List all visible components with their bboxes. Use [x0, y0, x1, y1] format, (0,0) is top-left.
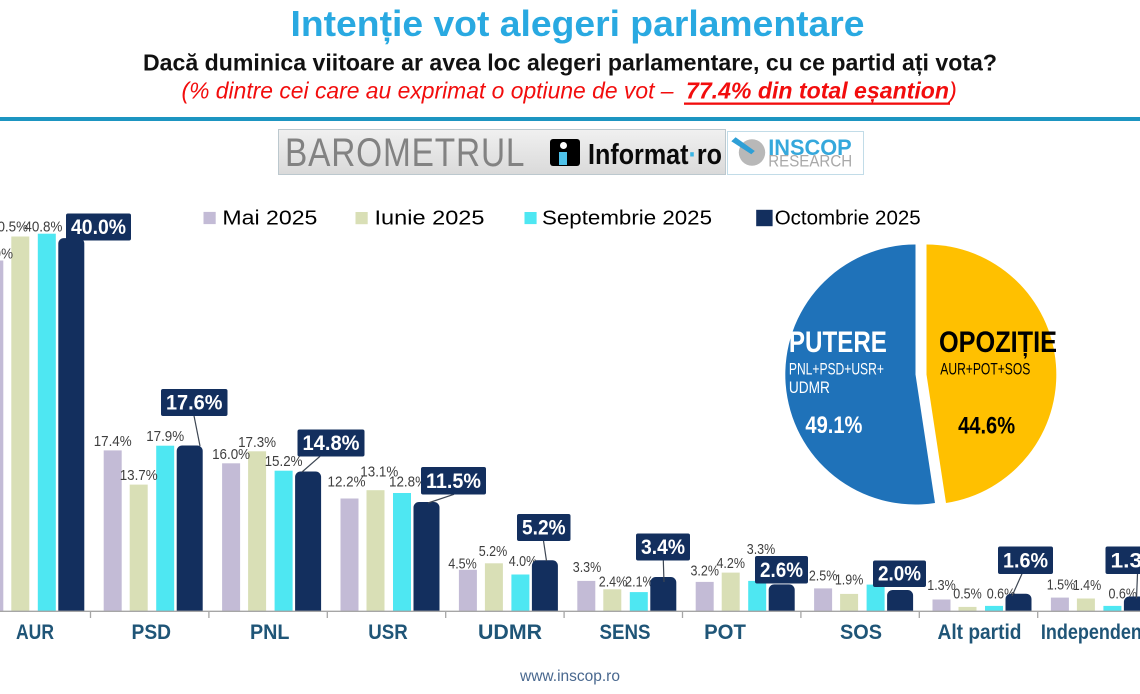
svg-text:Septembrie 2025: Septembrie 2025 [542, 207, 712, 230]
svg-text:PNL: PNL [250, 621, 290, 644]
svg-text:): ) [946, 78, 957, 104]
svg-text:PUTERE: PUTERE [789, 326, 887, 359]
svg-text:17.9%: 17.9% [146, 428, 184, 445]
svg-text:13.1%: 13.1% [360, 464, 398, 481]
svg-text:2.6%: 2.6% [760, 559, 803, 582]
svg-text:3.3%: 3.3% [747, 541, 776, 558]
svg-text:13.7%: 13.7% [120, 467, 158, 484]
svg-text:49.1%: 49.1% [805, 412, 862, 439]
svg-text:USR: USR [368, 621, 408, 644]
svg-text:2.4%: 2.4% [599, 573, 628, 590]
svg-text:17.6%: 17.6% [166, 392, 223, 415]
svg-text:INSCOP: INSCOP [768, 135, 852, 160]
svg-text:Alt partid: Alt partid [938, 621, 1022, 644]
svg-text:Octombrie 2025: Octombrie 2025 [775, 207, 921, 230]
svg-text:www.inscop.ro: www.inscop.ro [519, 668, 620, 685]
svg-text:17.4%: 17.4% [94, 433, 132, 450]
svg-text:PSD: PSD [132, 621, 172, 644]
svg-text:2.5%: 2.5% [809, 567, 838, 584]
svg-text:4.2%: 4.2% [716, 555, 745, 572]
svg-text:37.9%: 37.9% [0, 246, 13, 263]
svg-text:Intenție vot alegeri parlament: Intenție vot alegeri parlamentare [291, 3, 865, 45]
svg-text:AUR+POT+SOS: AUR+POT+SOS [940, 360, 1030, 379]
svg-text:12.2%: 12.2% [328, 473, 366, 490]
svg-text:3.4%: 3.4% [641, 536, 685, 559]
svg-text:UDMR: UDMR [478, 621, 542, 644]
svg-text:40.8%: 40.8% [24, 219, 62, 236]
svg-text:2.0%: 2.0% [878, 563, 921, 586]
svg-text:4.5%: 4.5% [448, 556, 477, 573]
svg-text:40.0%: 40.0% [71, 216, 126, 239]
svg-text:14.8%: 14.8% [303, 432, 360, 455]
svg-text:0.5%: 0.5% [953, 586, 982, 603]
svg-text:1.6%: 1.6% [1003, 550, 1048, 573]
svg-text:1.3%: 1.3% [927, 577, 956, 594]
svg-text:(% dintre cei care au exprimat: (% dintre cei care au exprimat o optiune… [182, 78, 675, 104]
svg-text:77.4% din total eșantion: 77.4% din total eșantion [686, 78, 949, 104]
svg-text:Iunie 2025: Iunie 2025 [375, 207, 485, 230]
svg-text:Dacă duminica viitoare ar avea: Dacă duminica viitoare ar avea loc alege… [143, 50, 997, 77]
svg-text:SOS: SOS [840, 621, 882, 644]
svg-text:44.6%: 44.6% [958, 413, 1015, 440]
svg-text:12.8%: 12.8% [389, 473, 427, 490]
svg-text:1.9%: 1.9% [835, 572, 864, 589]
svg-text:15.2%: 15.2% [265, 453, 303, 470]
svg-text:UDMR: UDMR [789, 378, 830, 397]
svg-text:5.2%: 5.2% [522, 517, 566, 540]
svg-text:Mai 2025: Mai 2025 [222, 207, 317, 230]
svg-text:11.5%: 11.5% [426, 470, 481, 493]
svg-text:PNL+PSD+USR+: PNL+PSD+USR+ [789, 360, 884, 379]
svg-text:RESEARCH: RESEARCH [768, 153, 852, 171]
svg-text:1.4%: 1.4% [1073, 577, 1102, 594]
svg-text:3.2%: 3.2% [690, 562, 719, 579]
svg-text:1.3%: 1.3% [1111, 550, 1140, 573]
svg-text:4.0%: 4.0% [509, 553, 538, 570]
svg-text:16.0%: 16.0% [212, 446, 250, 463]
svg-text:1.5%: 1.5% [1047, 577, 1076, 594]
svg-text:Independenți: Independenți [1041, 621, 1140, 644]
svg-text:SENS: SENS [600, 621, 651, 644]
svg-text:40.5%: 40.5% [0, 219, 28, 236]
svg-text:AUR: AUR [16, 621, 54, 644]
svg-text:2.1%: 2.1% [625, 573, 654, 590]
svg-text:3.3%: 3.3% [573, 559, 602, 576]
svg-text:OPOZIȚIE: OPOZIȚIE [939, 326, 1057, 359]
svg-text:POT: POT [704, 621, 746, 644]
svg-text:5.2%: 5.2% [479, 543, 508, 560]
svg-text:Informat·ro: Informat·ro [588, 139, 722, 171]
svg-text:17.3%: 17.3% [238, 434, 276, 451]
